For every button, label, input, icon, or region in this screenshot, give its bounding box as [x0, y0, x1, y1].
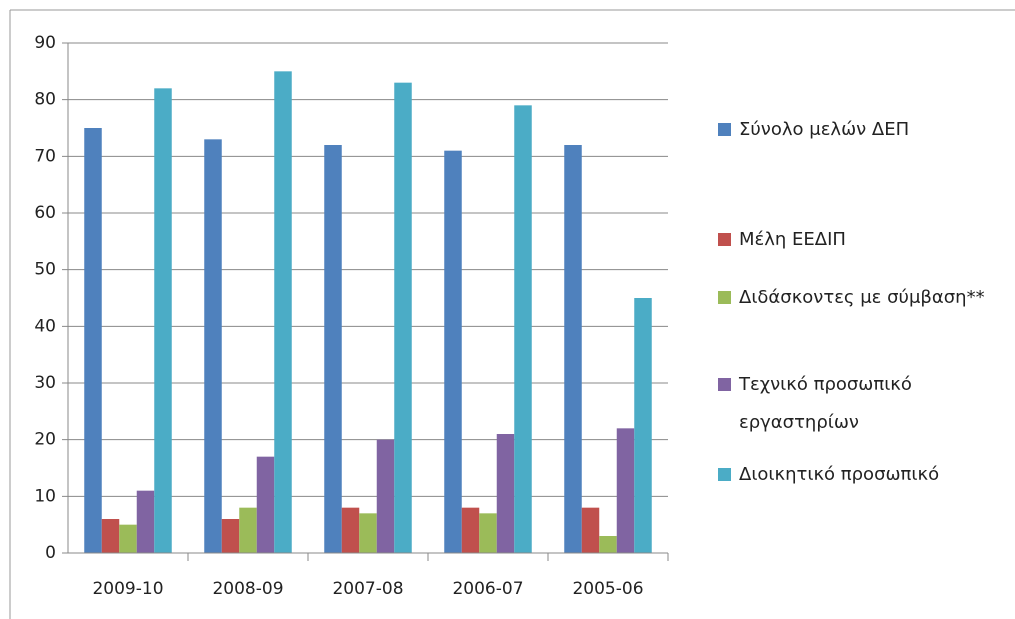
bar — [274, 71, 292, 553]
legend-swatch — [718, 123, 731, 136]
y-tick-label: 20 — [34, 430, 56, 450]
bar — [461, 507, 480, 553]
bar — [616, 428, 635, 553]
y-tick-label: 60 — [34, 203, 56, 223]
bar — [256, 456, 275, 553]
y-tick-label: 10 — [34, 486, 56, 506]
bar — [376, 439, 395, 553]
bar — [341, 507, 360, 553]
bar — [324, 145, 342, 553]
x-tick-label: 2007-08 — [332, 579, 403, 599]
legend-item: Διδάσκοντες με σύμβαση** — [718, 279, 988, 317]
legend-label: Τεχνικό προσωπικό εργαστηρίων — [739, 374, 912, 433]
y-tick-label: 40 — [34, 316, 56, 336]
y-tick-label: 0 — [45, 543, 56, 563]
bar — [359, 513, 377, 553]
x-tick-label: 2006-07 — [452, 579, 523, 599]
x-tick-label: 2009-10 — [92, 579, 163, 599]
legend-item: Σύνολο μελών ΔΕΠ — [718, 111, 988, 149]
bar — [239, 507, 257, 553]
bar — [136, 490, 155, 553]
bar — [84, 128, 102, 553]
x-tick-label: 2005-06 — [572, 579, 643, 599]
bar — [204, 139, 222, 554]
legend-label: Διοικητικό προσωπικό — [739, 464, 940, 485]
y-tick-label: 70 — [34, 146, 56, 166]
bar — [394, 82, 412, 554]
y-tick-label: 50 — [34, 260, 56, 280]
bar — [119, 524, 137, 553]
y-tick-label: 30 — [34, 373, 56, 393]
legend-swatch — [718, 291, 731, 304]
legend-swatch — [718, 468, 731, 481]
bar — [599, 536, 617, 553]
bar — [154, 88, 172, 553]
bar — [444, 150, 462, 553]
legend-item: Τεχνικό προσωπικό εργαστηρίων — [718, 366, 988, 442]
legend-item: Διοικητικό προσωπικό — [718, 456, 988, 494]
bar — [221, 519, 240, 553]
bar — [496, 434, 515, 553]
legend-swatch — [718, 378, 731, 391]
legend-swatch — [718, 233, 731, 246]
legend-label: Μέλη ΕΕΔΙΠ — [739, 229, 846, 250]
bar — [101, 519, 120, 553]
legend-label: Διδάσκοντες με σύμβαση** — [739, 287, 985, 308]
bar — [634, 298, 652, 553]
legend-label: Σύνολο μελών ΔΕΠ — [739, 119, 910, 140]
bar — [514, 105, 532, 553]
y-tick-label: 80 — [34, 90, 56, 110]
y-tick-label: 90 — [34, 33, 56, 53]
legend-item: Μέλη ΕΕΔΙΠ — [718, 221, 988, 259]
bar — [581, 507, 600, 553]
bar — [479, 513, 497, 553]
x-tick-label: 2008-09 — [212, 579, 283, 599]
bar — [564, 145, 582, 553]
